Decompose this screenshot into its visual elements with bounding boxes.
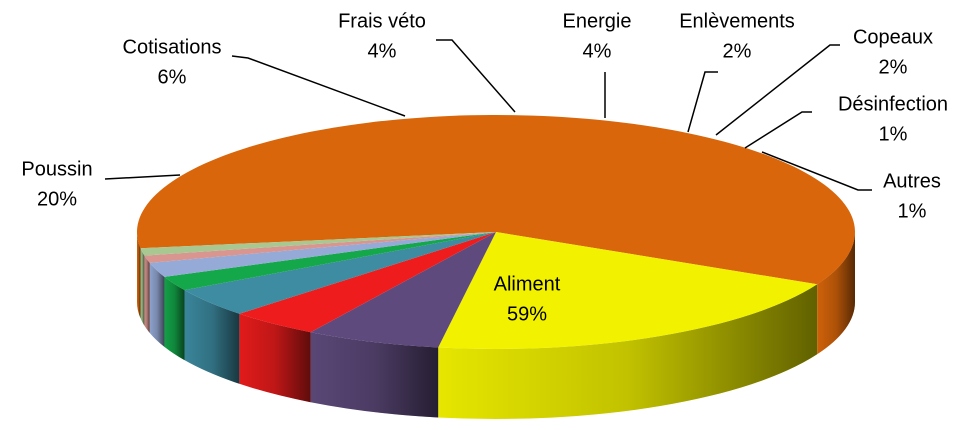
slice <box>310 232 496 348</box>
leader-line <box>687 71 718 133</box>
slice-label: Energie <box>563 10 632 32</box>
leader-line <box>744 111 812 149</box>
slice-value: 2% <box>879 56 908 78</box>
slice-label: Copeaux <box>853 26 933 48</box>
slice <box>438 232 818 349</box>
slice-value: 4% <box>583 40 612 62</box>
slice-label: Poussin <box>21 158 92 180</box>
slice-value: 20% <box>37 188 77 210</box>
slice-label: Frais véto <box>338 10 426 32</box>
slice-value: 6% <box>158 66 187 88</box>
leader-line <box>231 55 406 117</box>
pie-sides <box>137 232 855 419</box>
side-shade <box>310 332 439 418</box>
pie-tops <box>136 115 855 349</box>
side-shade <box>184 290 240 384</box>
slice <box>144 232 496 263</box>
slice-value: 59% <box>507 303 547 325</box>
leader-line <box>715 44 840 136</box>
slice-value: 1% <box>898 200 927 222</box>
slice-label: Autres <box>883 170 941 192</box>
slice <box>164 232 496 291</box>
slice-label: Désinfection <box>838 93 948 115</box>
slice-value: 2% <box>723 40 752 62</box>
side-shade <box>164 276 185 361</box>
slice-value: 4% <box>368 40 397 62</box>
slice-label: Cotisations <box>123 36 222 58</box>
side-shade <box>149 262 165 347</box>
side-shade <box>137 232 141 319</box>
slice <box>239 232 496 333</box>
slice <box>140 232 497 256</box>
leader-line <box>436 39 516 113</box>
slice-label: Aliment <box>494 273 561 295</box>
labels: Aliment 59% Poussin 20% Cotisations 6% Frais v… <box>21 10 948 325</box>
side-shade <box>817 232 855 355</box>
slice <box>184 232 496 314</box>
slice-value: 1% <box>879 123 908 145</box>
side-shade <box>140 248 145 326</box>
slice <box>136 115 855 285</box>
slice-label: Enlèvements <box>679 10 795 32</box>
side-shade <box>144 255 150 333</box>
side-shade <box>239 313 311 403</box>
leader-line <box>761 151 872 191</box>
side-shade <box>438 284 818 419</box>
leader-line <box>104 174 181 180</box>
slice <box>149 232 496 277</box>
